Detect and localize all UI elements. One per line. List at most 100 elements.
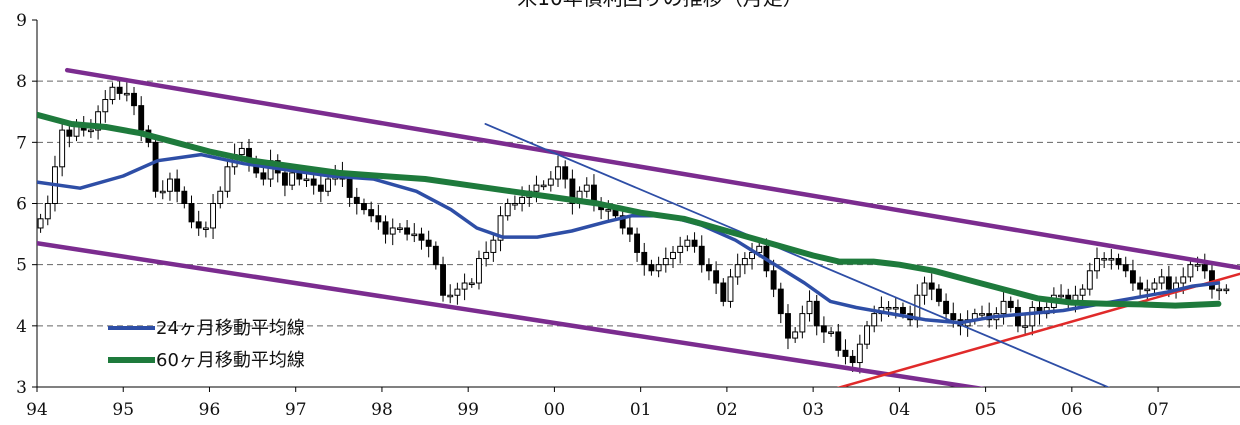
- candle-body-up: [396, 227, 403, 230]
- candle: [152, 134, 159, 198]
- candle: [375, 204, 382, 230]
- candle-body-up: [217, 190, 224, 204]
- candle-body-up: [159, 190, 166, 194]
- candle-body-down: [648, 264, 655, 272]
- candle-body-up: [59, 129, 66, 168]
- candle-body-down: [770, 270, 777, 290]
- candle: [490, 233, 497, 262]
- candle: [59, 123, 66, 177]
- candle-body-up: [1079, 288, 1086, 296]
- candle: [260, 164, 267, 186]
- candle-body-up: [921, 282, 928, 296]
- candle: [1086, 262, 1093, 296]
- x-tick-label: 01: [630, 400, 652, 420]
- candle-body-down: [713, 270, 720, 284]
- candle-body-up: [1187, 264, 1194, 278]
- candle-body-down: [777, 288, 784, 315]
- candle: [1201, 253, 1208, 279]
- candle-body-up: [210, 203, 217, 229]
- y-tick-label: 5: [16, 256, 27, 276]
- candle: [1029, 301, 1036, 336]
- candle-body-up: [325, 178, 331, 192]
- x-tick-label: 05: [975, 400, 997, 420]
- candle-body-up: [1022, 325, 1029, 328]
- series-line-ma60: [37, 111, 1222, 309]
- candle-body-up: [167, 178, 173, 192]
- label-layer: 3 4 5 6 7 8 9 94 95 96 97 98 99 00 01 02 03 04 05 06 07: [16, 11, 1169, 420]
- candle-body-down: [361, 203, 367, 211]
- candle: [1122, 256, 1129, 278]
- candle-body-up: [806, 300, 813, 315]
- candle: [217, 186, 224, 209]
- trendline-downtrend: [484, 123, 1111, 387]
- candle: [1108, 249, 1115, 270]
- candle-body-up: [102, 99, 109, 113]
- candle: [44, 195, 51, 226]
- candle-body-up: [727, 276, 734, 302]
- candle: [813, 294, 820, 336]
- candle: [1129, 259, 1136, 291]
- candle-body-up: [289, 172, 296, 186]
- candle: [842, 339, 849, 365]
- candle-body-down: [849, 355, 856, 364]
- candle: [1187, 259, 1194, 282]
- candle-body-down: [174, 178, 181, 192]
- candle: [533, 175, 540, 203]
- candle-body-down: [131, 92, 137, 107]
- candle: [1022, 314, 1029, 334]
- candle: [878, 296, 885, 322]
- candle: [396, 223, 403, 233]
- candle-body-down: [1201, 264, 1208, 272]
- candle-body-up: [1223, 288, 1230, 292]
- candle-body-up: [1094, 258, 1100, 272]
- candle: [159, 180, 166, 200]
- candle: [116, 79, 123, 100]
- x-tick-label: 06: [1061, 400, 1083, 420]
- candle-body-down: [260, 172, 267, 180]
- candle: [734, 253, 741, 285]
- candle-body-up: [741, 258, 748, 266]
- grid-layer: [37, 80, 1240, 327]
- chart-title: 米10年債利回りの推移（月足）: [517, 0, 802, 10]
- x-tick-label: 99: [457, 400, 479, 420]
- candle: [202, 221, 209, 238]
- candle-body-up: [1086, 270, 1093, 290]
- candle: [684, 235, 691, 252]
- candle: [1000, 291, 1007, 325]
- trendline-channel-upper: [64, 67, 1240, 270]
- candle: [677, 236, 684, 264]
- candle: [1101, 252, 1108, 269]
- candle: [626, 216, 633, 243]
- candle: [856, 334, 863, 374]
- candle-body-down: [66, 129, 73, 137]
- candle-body-down: [935, 288, 942, 302]
- candle-body-up: [1058, 294, 1065, 298]
- candle-body-up: [497, 215, 504, 241]
- candle-body-up: [519, 196, 526, 204]
- candle-body-down: [1209, 270, 1215, 290]
- candle-body-up: [1144, 288, 1151, 292]
- candle-body-up: [540, 184, 547, 188]
- candle: [174, 169, 181, 203]
- candle-body-down: [820, 325, 827, 333]
- candle: [476, 250, 482, 290]
- x-tick-label: 96: [199, 400, 221, 420]
- candle: [1137, 276, 1144, 299]
- candle: [404, 220, 411, 241]
- candle: [713, 261, 720, 295]
- candle-body-down: [1014, 306, 1021, 327]
- candle: [943, 293, 950, 321]
- candle-body-up: [37, 218, 44, 229]
- candle-body-up: [490, 239, 497, 253]
- candle-body-down: [900, 306, 906, 315]
- candle: [210, 194, 217, 239]
- candle: [504, 198, 511, 221]
- x-tick-label: 03: [802, 400, 824, 420]
- candle-body-up: [734, 264, 741, 278]
- candle-body-down: [1007, 300, 1014, 308]
- trendline-channel-lower: [37, 241, 985, 387]
- legend-label-ma60: 60ヶ月移動平均線: [156, 350, 305, 371]
- candle-body-up: [389, 227, 396, 235]
- candle-body-down: [950, 313, 957, 321]
